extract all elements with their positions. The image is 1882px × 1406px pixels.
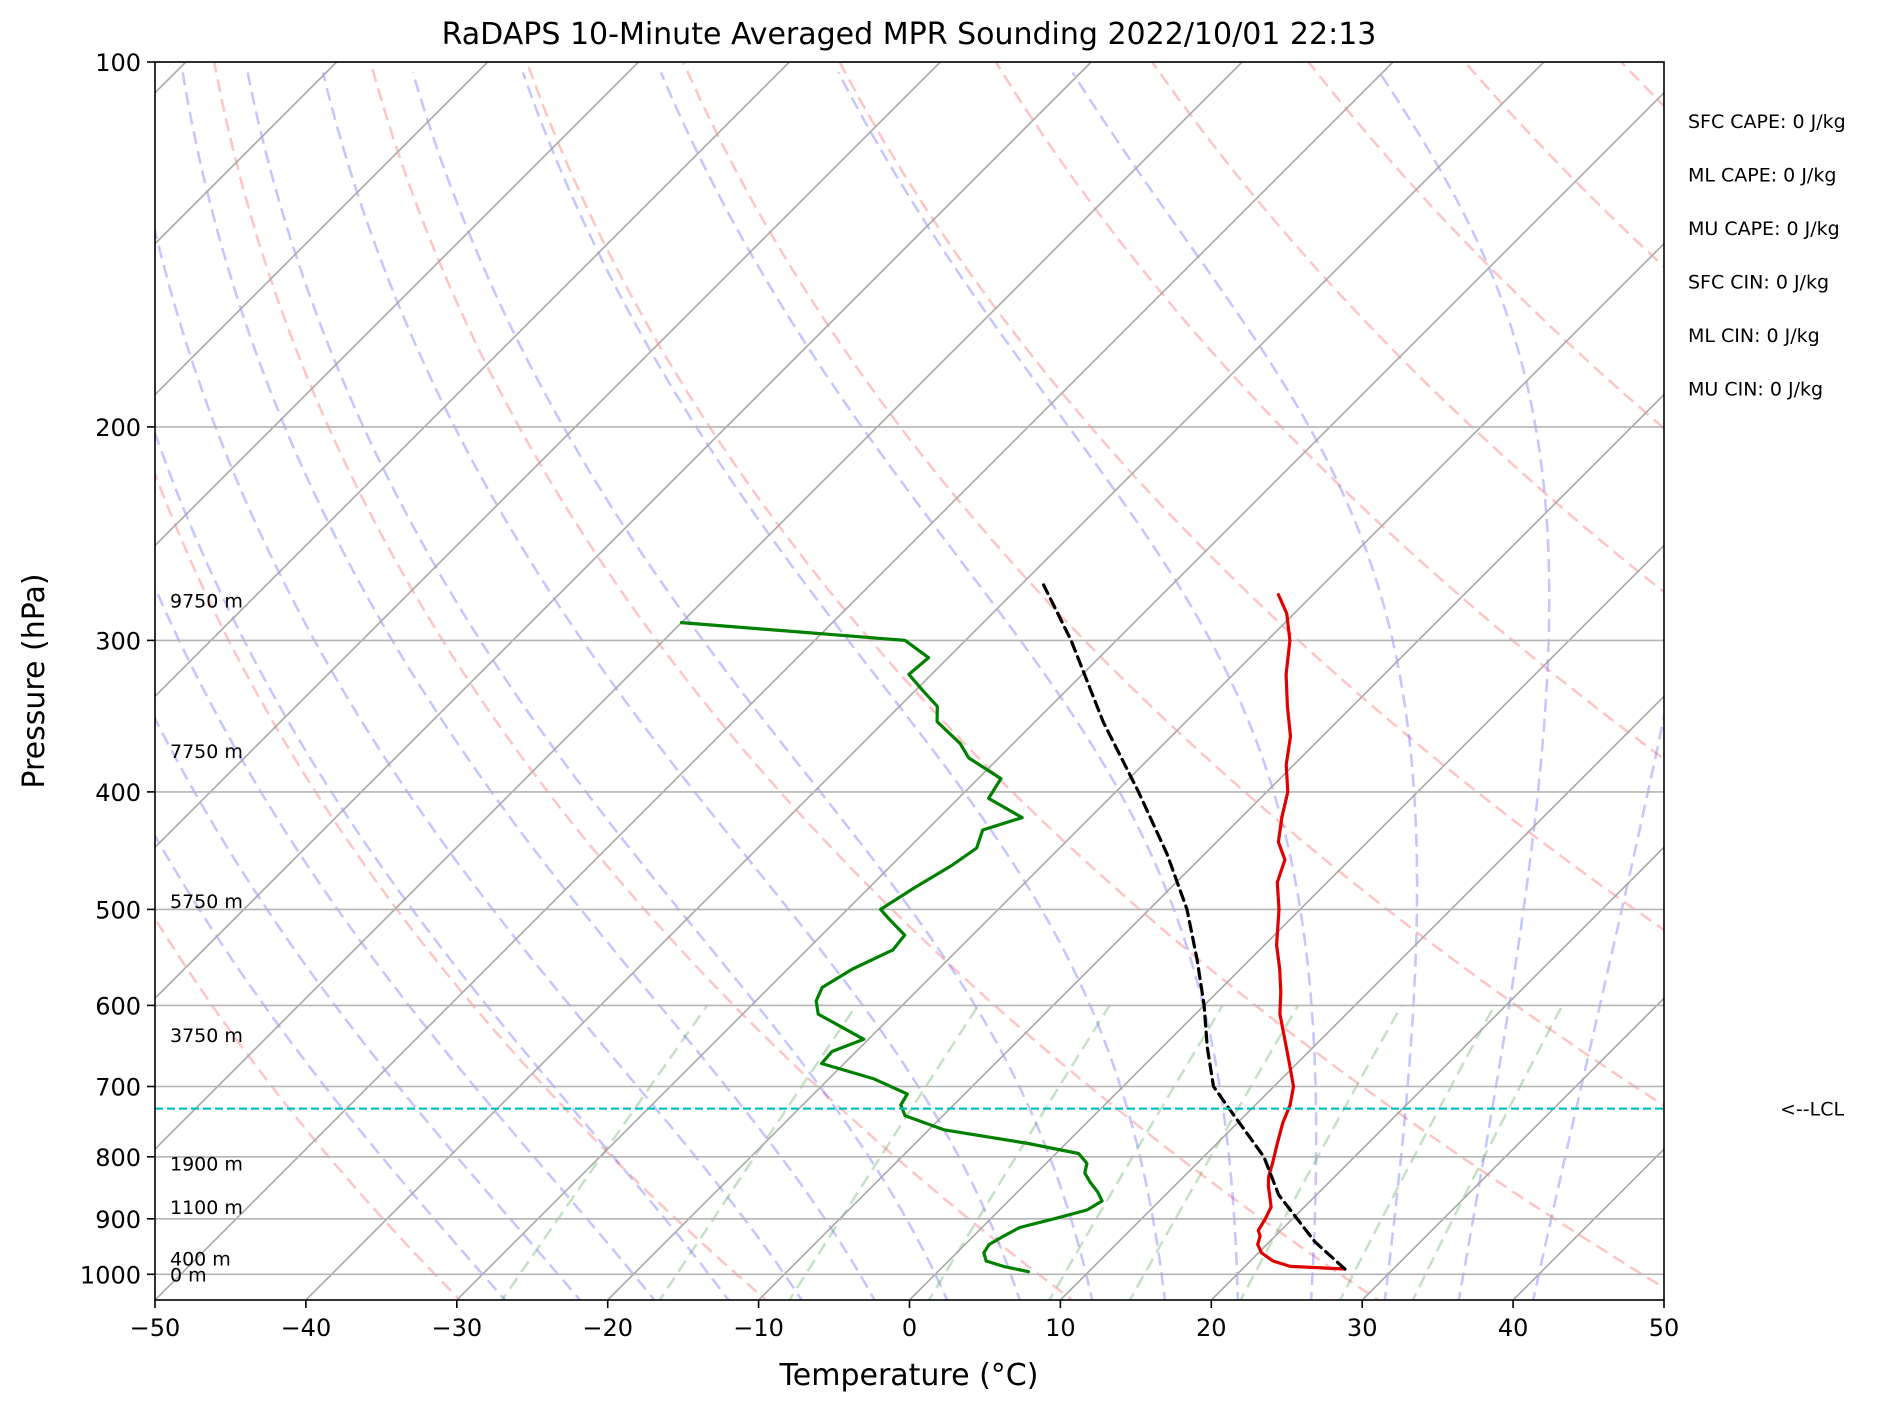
dry-adiabat [838,62,1664,932]
x-tick-label: −40 [281,1314,332,1342]
height-label: 0 m [170,1264,207,1286]
isotherm [1210,846,1664,1300]
mixing-ratio-line [1411,1004,1564,1300]
mixing-ratio-line [658,1004,858,1300]
mixing-ratio-line [788,1004,980,1300]
mixing-ratio-line [500,1004,709,1300]
isotherm [1361,997,1664,1300]
y-tick-label: 500 [95,896,141,924]
y-tick-label: 100 [95,49,141,77]
sounding-traces [679,583,1347,1274]
isotherm [155,62,1243,1151]
mixing-ratio-line [1047,1004,1224,1300]
stability-indices: SFC CAPE: 0 J/kg ML CAPE: 0 J/kg MU CAPE: … [1688,111,1846,401]
x-tick-label: −50 [130,1314,181,1342]
lcl-label: <--LCL [1780,1099,1844,1121]
y-tick-label: 1000 [80,1261,141,1289]
isotherm [155,62,1092,1000]
moist-adiabat [155,833,507,1300]
dewpoint-trace [679,621,1104,1274]
mixing-ratio-line [927,1004,1111,1300]
x-tick-label: −20 [582,1314,633,1342]
x-tick-label: 20 [1196,1314,1227,1342]
pressure-grid [155,62,1664,1276]
index-text: MU CAPE: 0 J/kg [1688,218,1840,240]
index-text: ML CIN: 0 J/kg [1688,325,1820,347]
chart-title: RaDAPS 10-Minute Averaged MPR Sounding 2… [442,17,1377,52]
isotherm [155,62,941,849]
height-label: 9750 m [170,590,243,612]
x-tick-label: −10 [733,1314,784,1342]
y-tick-label: 200 [95,414,141,442]
x-tick-label: 50 [1649,1314,1680,1342]
x-tick-label: 0 [902,1314,917,1342]
height-label: 5750 m [170,891,243,913]
height-label: 1900 m [170,1153,243,1175]
isotherm [1059,695,1664,1300]
parcel-path-trace [1042,583,1347,1271]
isotherm [155,62,489,396]
mixing-ratio-line [1128,1004,1300,1300]
x-axis-label: Temperature (°C) [779,1358,1039,1393]
y-tick-label: 400 [95,779,141,807]
isotherm [758,393,1664,1300]
lcl-marker: <--LCL [155,1099,1844,1121]
temperature-trace [1256,593,1347,1271]
height-label: 3750 m [170,1025,243,1047]
height-label: 400 m [170,1248,231,1270]
isotherm [155,62,1394,1300]
isotherm [155,62,790,698]
index-text: MU CIN: 0 J/kg [1688,379,1823,401]
dry-adiabat [994,62,1664,761]
y-axis-label: Pressure (hPa) [17,573,52,788]
index-text: SFC CAPE: 0 J/kg [1688,111,1846,133]
dry-adiabat [1151,62,1664,594]
isotherm [305,62,1545,1300]
height-label: 7750 m [170,741,243,763]
moist-adiabat [155,715,582,1300]
y-tick-label: 700 [95,1074,141,1102]
y-tick-label: 600 [95,992,141,1020]
x-tick-label: 30 [1347,1314,1378,1342]
index-text: SFC CIN: 0 J/kg [1688,272,1829,294]
x-tick-label: 40 [1498,1314,1529,1342]
y-tick-label: 300 [95,627,141,655]
x-tick-label: −30 [431,1314,482,1342]
isotherm [456,91,1664,1300]
height-labels: 9750 m 7750 m 5750 m 3750 m 1900 m 1100 m 400 … [170,590,243,1286]
dry-adiabat [212,62,1075,1300]
height-label: 1100 m [170,1197,243,1219]
index-text: ML CAPE: 0 J/kg [1688,165,1836,187]
x-tick-label: 10 [1045,1314,1076,1342]
mixing-ratio-line [1338,1004,1496,1300]
isotherm [908,544,1664,1300]
isotherm [607,242,1664,1300]
y-tick-label: 800 [95,1144,141,1172]
isotherm [155,62,640,547]
y-tick-label: 900 [95,1206,141,1234]
mixing-ratio-line [1239,1004,1403,1300]
